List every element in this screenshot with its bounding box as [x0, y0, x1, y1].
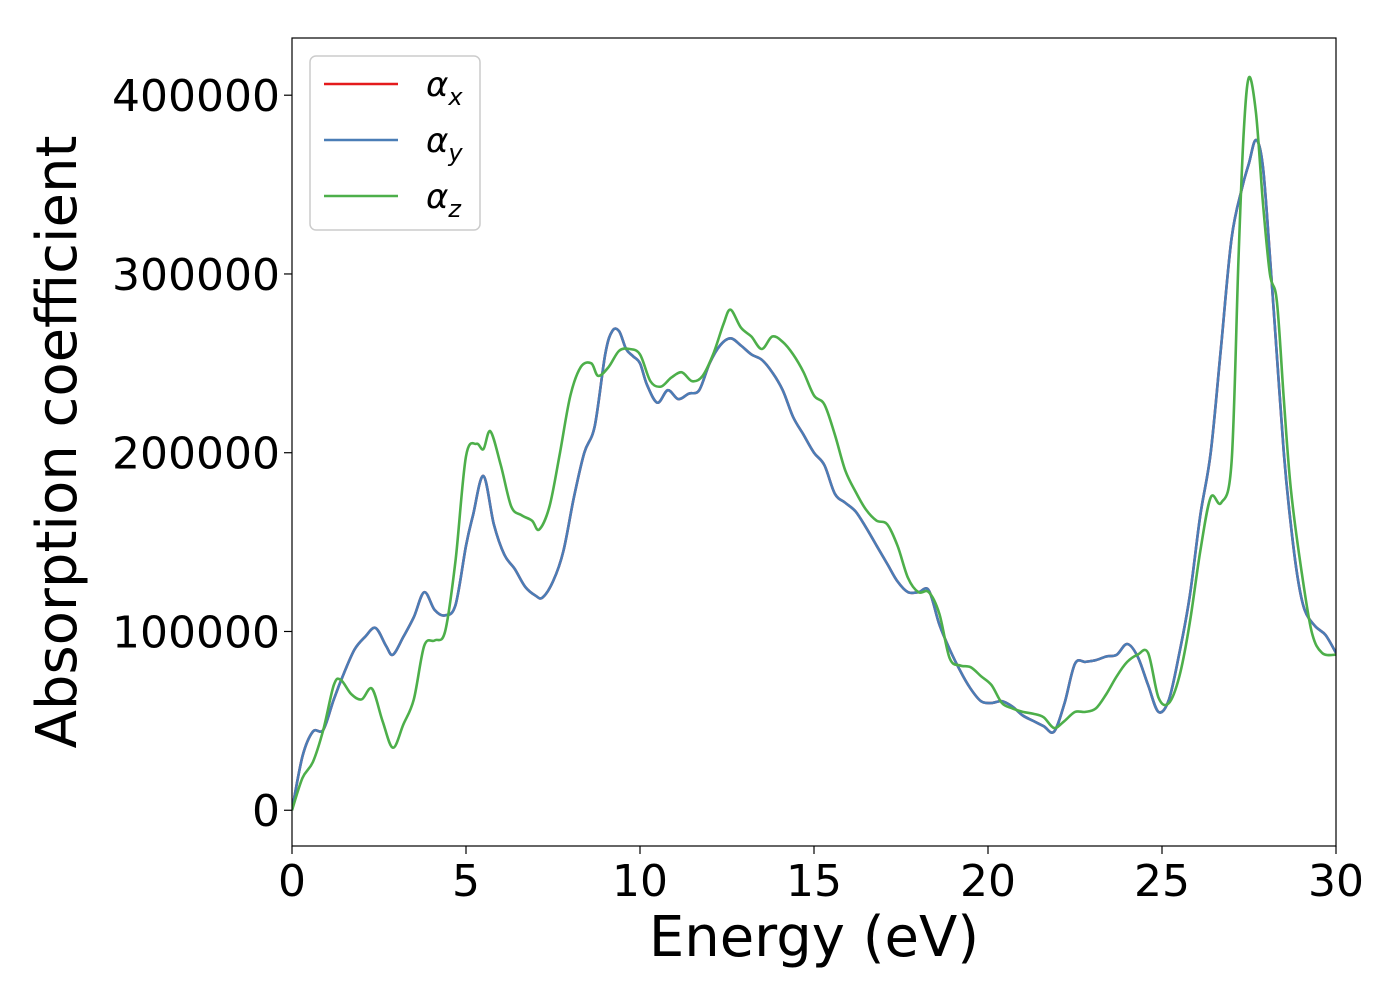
y-tick-label: 300000 [112, 250, 280, 301]
x-axis-label: Energy (eV) [649, 905, 979, 970]
x-tick-label: 10 [612, 856, 668, 907]
x-tick-label: 25 [1134, 856, 1190, 907]
y-tick-label: 400000 [112, 71, 280, 122]
series-line-y [292, 138, 1336, 811]
x-axis-ticks: 0 5 10 15 20 25 30 [278, 846, 1364, 907]
y-tick-label: 200000 [112, 429, 280, 480]
y-axis-label: Absorption coefficient [25, 136, 90, 749]
y-tick-label: 100000 [112, 607, 280, 658]
x-tick-label: 30 [1308, 856, 1364, 907]
y-axis-ticks: 0 100000 200000 300000 400000 [112, 71, 292, 837]
x-tick-label: 0 [278, 856, 306, 907]
series-line-z [292, 75, 1336, 811]
series-layer [292, 75, 1336, 811]
x-tick-label: 5 [452, 856, 480, 907]
x-tick-label: 15 [786, 856, 842, 907]
x-tick-label: 20 [960, 856, 1016, 907]
y-tick-label: 0 [252, 786, 280, 837]
legend-box [309, 55, 481, 231]
